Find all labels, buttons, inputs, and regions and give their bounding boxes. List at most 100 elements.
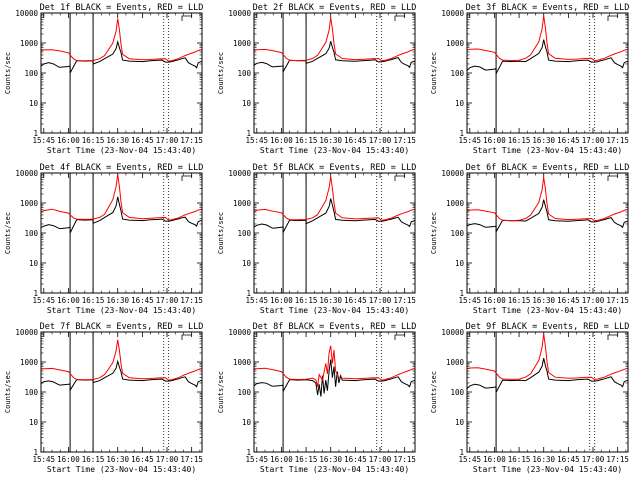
panel-title: Det 9f BLACK = Events, RED = LLD bbox=[466, 322, 630, 332]
y-tick-label: 1000 bbox=[446, 199, 465, 208]
x-tick-label: 16:15 bbox=[508, 455, 531, 464]
series-line-lld bbox=[467, 177, 628, 222]
y-tick-label: 10000 bbox=[228, 169, 251, 178]
x-tick-label: 16:45 bbox=[344, 296, 367, 305]
y-tick-label: 10000 bbox=[228, 9, 251, 18]
x-tick-label: 16:30 bbox=[319, 455, 342, 464]
x-tick-label: 16:00 bbox=[483, 455, 506, 464]
legend-mark bbox=[607, 334, 618, 340]
y-tick-label: 10000 bbox=[441, 9, 464, 18]
x-tick-label: 16:45 bbox=[557, 455, 580, 464]
x-tick-label: 15:45 bbox=[459, 136, 482, 145]
detector-panel-4: Det 4f BLACK = Events, RED = LLD Counts/s… bbox=[4, 163, 203, 315]
y-tick-label: 1000 bbox=[446, 358, 465, 367]
legend-mark bbox=[394, 334, 405, 340]
y-tick-label: 1000 bbox=[233, 39, 252, 48]
y-tick-label: 1 bbox=[459, 448, 464, 457]
x-axis-label: Start Time (23-Nov-04 15:43:40) bbox=[473, 306, 622, 315]
x-tick-label: 16:30 bbox=[532, 296, 555, 305]
series-group bbox=[254, 17, 415, 74]
series-line-events bbox=[254, 198, 415, 233]
y-axis-label: Counts/sec bbox=[4, 212, 12, 254]
series-line-events bbox=[41, 359, 202, 392]
x-tick-label: 16:00 bbox=[57, 136, 80, 145]
x-tick-label: 17:00 bbox=[156, 296, 179, 305]
x-tick-label: 16:45 bbox=[131, 296, 154, 305]
series-line-events bbox=[467, 199, 628, 234]
y-tick-label: 10000 bbox=[15, 328, 38, 337]
plot-frame bbox=[466, 12, 629, 134]
y-tick-label: 1 bbox=[33, 448, 38, 457]
x-tick-label: 16:30 bbox=[106, 296, 129, 305]
y-tick-label: 10 bbox=[455, 259, 465, 268]
x-tick-label: 15:45 bbox=[459, 455, 482, 464]
detector-panel-3: Det 3f BLACK = Events, RED = LLD Counts/s… bbox=[430, 3, 629, 155]
series-line-lld bbox=[41, 18, 202, 62]
y-tick-label: 1 bbox=[33, 289, 38, 298]
x-tick-label: 16:45 bbox=[557, 136, 580, 145]
x-tick-label: 16:45 bbox=[557, 296, 580, 305]
y-tick-label: 10 bbox=[29, 99, 39, 108]
series-line-events bbox=[41, 39, 202, 74]
y-tick-label: 1 bbox=[246, 448, 251, 457]
x-tick-label: 17:15 bbox=[606, 455, 629, 464]
y-tick-label: 10 bbox=[242, 99, 252, 108]
x-tick-label: 16:00 bbox=[270, 296, 293, 305]
y-tick-label: 1 bbox=[459, 129, 464, 138]
x-tick-label: 16:30 bbox=[106, 455, 129, 464]
detector-panel-8: Det 8f BLACK = Events, RED = LLD Counts/s… bbox=[217, 322, 416, 474]
panel-title: Det 2f BLACK = Events, RED = LLD bbox=[253, 3, 417, 13]
x-tick-label: 16:00 bbox=[270, 136, 293, 145]
y-axis-label: Counts/sec bbox=[4, 52, 12, 94]
x-tick-label: 16:30 bbox=[319, 136, 342, 145]
y-tick-label: 10000 bbox=[15, 169, 38, 178]
x-tick-label: 17:15 bbox=[606, 136, 629, 145]
series-group bbox=[467, 15, 628, 74]
x-tick-label: 16:30 bbox=[106, 136, 129, 145]
x-tick-label: 16:00 bbox=[57, 455, 80, 464]
y-tick-label: 1000 bbox=[20, 199, 39, 208]
plot-frame bbox=[253, 12, 416, 134]
series-line-events bbox=[467, 357, 628, 393]
x-tick-label: 16:45 bbox=[131, 136, 154, 145]
series-group bbox=[467, 177, 628, 234]
x-tick-label: 15:45 bbox=[33, 296, 56, 305]
x-tick-label: 17:00 bbox=[369, 296, 392, 305]
x-tick-label: 15:45 bbox=[459, 296, 482, 305]
panel-title: Det 6f BLACK = Events, RED = LLD bbox=[466, 163, 630, 173]
series-line-lld bbox=[467, 15, 628, 62]
series-line-lld bbox=[41, 174, 202, 221]
y-axis-label: Counts/sec bbox=[430, 212, 438, 254]
x-tick-label: 17:00 bbox=[369, 136, 392, 145]
x-tick-label: 15:45 bbox=[33, 455, 56, 464]
series-line-lld bbox=[254, 176, 415, 221]
detector-panel-2: Det 2f BLACK = Events, RED = LLD Counts/s… bbox=[217, 3, 416, 155]
x-tick-label: 17:15 bbox=[393, 136, 416, 145]
panel-title: Det 1f BLACK = Events, RED = LLD bbox=[40, 3, 204, 13]
x-tick-label: 17:00 bbox=[582, 136, 605, 145]
x-tick-label: 17:15 bbox=[393, 455, 416, 464]
series-group bbox=[41, 18, 202, 74]
x-tick-label: 16:45 bbox=[344, 136, 367, 145]
x-axis-label: Start Time (23-Nov-04 15:43:40) bbox=[47, 465, 196, 474]
y-tick-label: 100 bbox=[450, 388, 464, 397]
x-axis-label: Start Time (23-Nov-04 15:43:40) bbox=[473, 146, 622, 155]
legend-mark bbox=[181, 175, 192, 181]
series-group bbox=[41, 339, 202, 392]
x-tick-label: 16:15 bbox=[295, 296, 318, 305]
series-line-events bbox=[254, 359, 415, 397]
y-tick-label: 100 bbox=[24, 69, 38, 78]
y-axis-label: Counts/sec bbox=[430, 52, 438, 94]
y-tick-label: 100 bbox=[237, 388, 251, 397]
plot-frame bbox=[466, 331, 629, 453]
y-axis-label: Counts/sec bbox=[217, 52, 225, 94]
y-tick-label: 100 bbox=[237, 69, 251, 78]
x-tick-label: 17:00 bbox=[156, 136, 179, 145]
series-line-lld bbox=[254, 345, 415, 387]
x-tick-label: 17:15 bbox=[180, 136, 203, 145]
y-tick-label: 10 bbox=[455, 418, 465, 427]
plot-frame bbox=[40, 172, 203, 294]
series-line-events bbox=[41, 196, 202, 234]
x-tick-label: 16:45 bbox=[131, 455, 154, 464]
y-axis-label: Counts/sec bbox=[217, 212, 225, 254]
